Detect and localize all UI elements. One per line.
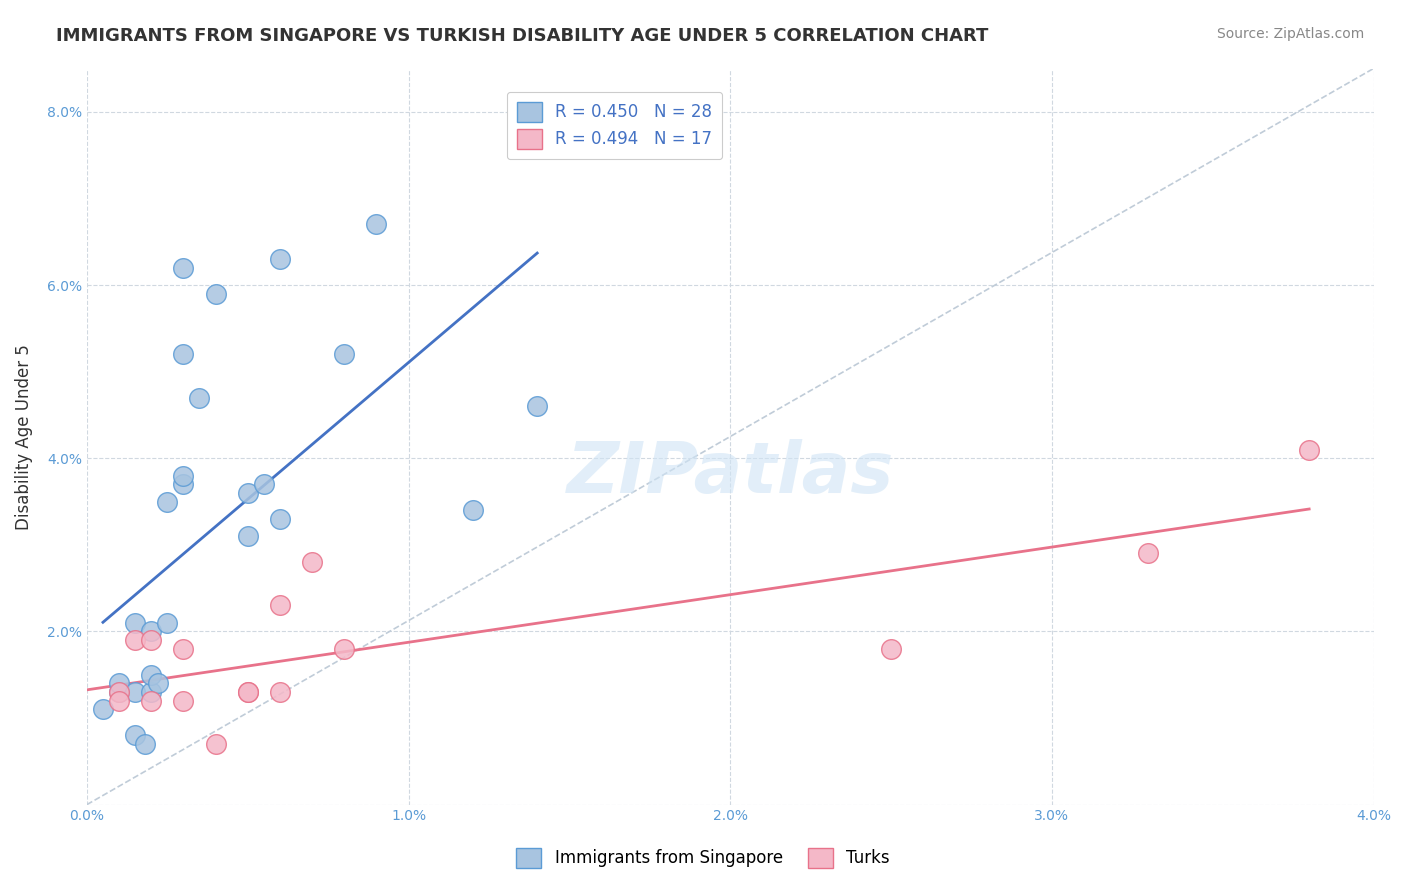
Point [236,486,259,500]
Point [124,633,146,648]
Point [172,477,194,491]
Point [188,391,211,405]
Point [269,252,291,266]
Y-axis label: Disability Age Under 5: Disability Age Under 5 [15,343,32,530]
Point [141,685,163,699]
Point [156,494,179,508]
Point [269,599,291,613]
Point [1298,442,1320,457]
Point [461,503,484,517]
Point [880,641,903,656]
Point [236,529,259,543]
Point [141,667,163,681]
Legend: Immigrants from Singapore, Turks: Immigrants from Singapore, Turks [509,841,897,875]
Point [172,260,194,275]
Point [269,512,291,526]
Point [108,676,131,690]
Point [236,685,259,699]
Point [141,694,163,708]
Point [172,694,194,708]
Point [236,685,259,699]
Point [108,694,131,708]
Point [172,347,194,361]
Point [141,633,163,648]
Point [124,728,146,742]
Point [108,685,131,699]
Point [141,624,163,639]
Point [301,555,323,569]
Text: IMMIGRANTS FROM SINGAPORE VS TURKISH DISABILITY AGE UNDER 5 CORRELATION CHART: IMMIGRANTS FROM SINGAPORE VS TURKISH DIS… [56,27,988,45]
Point [526,399,548,413]
Point [1137,546,1160,560]
Point [146,676,169,690]
Point [333,641,356,656]
Point [134,737,156,751]
Point [172,641,194,656]
Text: Source: ZipAtlas.com: Source: ZipAtlas.com [1216,27,1364,41]
Point [172,468,194,483]
Point [156,615,179,630]
Point [124,685,146,699]
Point [204,737,226,751]
Legend: R = 0.450   N = 28, R = 0.494   N = 17: R = 0.450 N = 28, R = 0.494 N = 17 [508,92,723,159]
Point [204,286,226,301]
Point [91,702,114,716]
Point [108,685,131,699]
Point [124,615,146,630]
Text: ZIPatlas: ZIPatlas [567,439,894,508]
Point [269,685,291,699]
Point [366,218,388,232]
Point [253,477,276,491]
Point [333,347,356,361]
